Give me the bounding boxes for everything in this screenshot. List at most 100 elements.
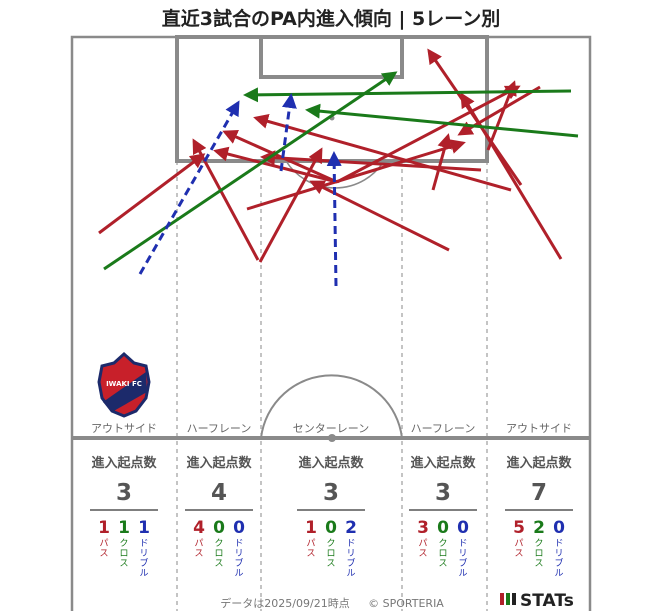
lane-dribble-label: リ (458, 549, 467, 559)
lane-total: 4 (211, 480, 227, 506)
lane-name: センターレーン (293, 422, 369, 435)
pass-arrow-11 (460, 92, 563, 260)
lane-dribble-label: ル (234, 569, 243, 579)
center-spot (328, 434, 336, 442)
pass-arrow-0 (98, 153, 206, 235)
lane-cross-count: 0 (213, 518, 225, 538)
lane-dribble-label: ブ (458, 557, 467, 569)
lane-cross-count: 1 (118, 518, 130, 538)
footer-credit: © SPORTERIA (368, 597, 444, 610)
lane-pass-count: 4 (193, 518, 205, 538)
pass-arrow-8 (431, 133, 453, 191)
lane-dribble-label: ド (458, 539, 467, 549)
lane-dribble-count: 0 (233, 518, 245, 538)
lane-dribble-label: リ (554, 549, 563, 559)
lane-dribble-label: ル (139, 569, 148, 579)
lane-dribble-count: 1 (138, 518, 150, 538)
lane-header: 進入起点数 (91, 455, 157, 471)
lane-dribble-label: ブ (346, 557, 355, 569)
lane-header: 進入起点数 (186, 455, 252, 471)
lane-cross-label: ス (326, 559, 335, 569)
lane-pass-label: ス (306, 549, 315, 559)
center-circle (260, 374, 403, 439)
lane-pass-label: ス (514, 549, 523, 559)
lane-cross-label: ロ (438, 549, 447, 559)
lane-cross-label: ス (438, 559, 447, 569)
lane-pass-label: パ (418, 538, 427, 549)
lane-cross-count: 0 (325, 518, 337, 538)
lane-cross-label: ク (119, 538, 128, 549)
lane-cross-label: ロ (119, 549, 128, 559)
lane-cross-label: ス (214, 559, 223, 569)
lane-dribble-label: ド (346, 539, 355, 549)
lane-pass-label: パ (194, 538, 203, 549)
lane-cross-label: ロ (214, 549, 223, 559)
lane-dribble-label: ブ (139, 557, 148, 569)
pass-arrow-3 (336, 85, 521, 184)
lane-pass-count: 3 (417, 518, 429, 538)
lane-cross-label: ロ (326, 549, 335, 559)
lane-name: アウトサイド (506, 422, 572, 435)
cross-arrow-1 (243, 87, 572, 103)
lane-cross-label: ス (119, 559, 128, 569)
cross-arrow-0 (103, 71, 398, 271)
lane-pass-count: 1 (305, 518, 317, 538)
lane-dribble-count: 0 (553, 518, 565, 538)
lane-stats: アウトサイド進入起点数31パス1クロス1ドリブルハーフレーン進入起点数44パス0… (90, 422, 573, 579)
lane-name: ハーフレーン (411, 422, 476, 435)
arrows-layer (98, 48, 579, 287)
footer-timestamp: データは2025/09/21時点 (220, 596, 349, 610)
chart-title: 直近3試合のPA内進入傾向 | 5レーン別 (162, 7, 501, 30)
lane-dribble-label: ド (234, 539, 243, 549)
lane-pass-label: ス (99, 549, 108, 559)
lane-pass-label: パ (306, 538, 315, 549)
penalty-area (175, 35, 489, 163)
pass-arrow-10 (253, 114, 512, 192)
lane-dribble-label: ル (554, 569, 563, 579)
lane-pass-label: パ (99, 538, 108, 549)
lane-total: 3 (323, 480, 339, 506)
lane-dribble-label: ド (139, 539, 148, 549)
lane-cross-label: ク (214, 538, 223, 549)
lane-cross-label: ク (326, 538, 335, 549)
pass-arrow-6 (246, 139, 466, 211)
goal-area (259, 35, 404, 79)
lane-cross-count: 2 (533, 518, 545, 538)
lane-total: 7 (531, 480, 547, 506)
lane-dribble-count: 2 (345, 518, 357, 538)
lane-cross-label: ク (438, 538, 447, 549)
lane-header: 進入起点数 (410, 455, 476, 471)
lane-dribble-count: 0 (457, 518, 469, 538)
lane-pass-count: 1 (98, 518, 110, 538)
lane-cross-label: ス (534, 559, 543, 569)
lane-pass-label: ス (418, 549, 427, 559)
brand-logo-icon: STATs (500, 591, 574, 611)
pass-arrow-7 (309, 180, 450, 252)
club-crest-icon: IWAKI FC (97, 351, 151, 418)
lane-name: ハーフレーン (187, 422, 252, 435)
cross-arrow-2 (305, 103, 579, 138)
lane-cross-count: 0 (437, 518, 449, 538)
lane-name: アウトサイド (91, 422, 157, 435)
pass-arrow-12 (486, 80, 517, 151)
brand-text: STATs (520, 591, 574, 611)
lane-total: 3 (116, 480, 132, 506)
dribble-arrow-2 (326, 151, 342, 287)
lane-dribble-label: ブ (554, 557, 563, 569)
lane-dribble-label: ド (554, 539, 563, 549)
lane-header: 進入起点数 (298, 455, 364, 471)
lane-dribble-label: ル (458, 569, 467, 579)
lane-dribble-label: リ (234, 549, 243, 559)
lane-cross-label: ク (534, 538, 543, 549)
lane-dribble-label: リ (139, 549, 148, 559)
lane-total: 3 (435, 480, 451, 506)
dribble-arrow-0 (138, 100, 240, 275)
lane-header: 進入起点数 (506, 455, 572, 471)
pass-arrow-14 (260, 150, 482, 172)
